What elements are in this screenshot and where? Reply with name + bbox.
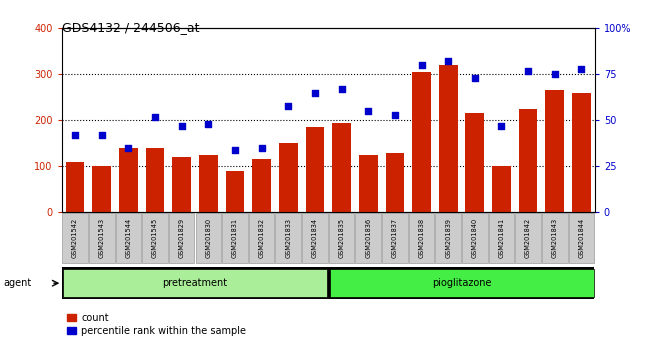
Point (363, 108, 373, 114)
FancyBboxPatch shape (515, 213, 541, 263)
Point (390, 112, 400, 118)
Bar (226, 171, 244, 212)
Point (497, 123, 507, 129)
Text: GSM201543: GSM201543 (99, 218, 105, 258)
Point (577, 66, 587, 72)
Text: GSM201838: GSM201838 (419, 218, 424, 258)
Bar (332, 123, 351, 212)
Bar (172, 157, 191, 212)
Text: GSM201830: GSM201830 (205, 218, 211, 258)
Bar (119, 148, 138, 212)
FancyBboxPatch shape (382, 213, 408, 263)
FancyBboxPatch shape (169, 213, 194, 263)
Point (337, 86, 347, 92)
FancyBboxPatch shape (356, 213, 381, 263)
Point (256, 145, 267, 151)
FancyBboxPatch shape (542, 213, 567, 263)
Bar (279, 143, 298, 212)
Text: GSM201831: GSM201831 (232, 218, 238, 258)
Text: GSM201843: GSM201843 (552, 218, 558, 258)
Bar (146, 148, 164, 212)
Bar (492, 166, 511, 212)
Text: GSM201832: GSM201832 (259, 218, 265, 258)
Point (96, 132, 107, 138)
FancyBboxPatch shape (62, 213, 88, 263)
FancyBboxPatch shape (276, 213, 301, 263)
Text: GSM201544: GSM201544 (125, 218, 131, 258)
FancyBboxPatch shape (196, 213, 221, 263)
Point (203, 121, 213, 127)
Point (70, 132, 81, 138)
Text: GSM201840: GSM201840 (472, 218, 478, 258)
FancyBboxPatch shape (436, 213, 461, 263)
Text: GSM201837: GSM201837 (392, 218, 398, 258)
Bar (359, 155, 378, 212)
Text: GSM201834: GSM201834 (312, 218, 318, 258)
FancyBboxPatch shape (302, 213, 328, 263)
Text: GDS4132 / 244506_at: GDS4132 / 244506_at (62, 21, 200, 34)
FancyBboxPatch shape (142, 213, 168, 263)
Text: GSM201844: GSM201844 (578, 218, 584, 258)
Point (150, 114, 161, 120)
Bar (66, 162, 84, 212)
FancyBboxPatch shape (63, 269, 327, 297)
Text: agent: agent (3, 278, 31, 288)
Text: GSM201829: GSM201829 (179, 218, 185, 258)
FancyBboxPatch shape (89, 213, 114, 263)
Point (523, 68, 533, 74)
Bar (465, 114, 484, 212)
FancyBboxPatch shape (462, 213, 488, 263)
Bar (412, 72, 431, 212)
Text: pretreatment: pretreatment (162, 278, 228, 288)
Text: pioglitazone: pioglitazone (432, 278, 491, 288)
Bar (545, 91, 564, 212)
Bar (519, 109, 538, 212)
Bar (252, 160, 271, 212)
Text: GSM201835: GSM201835 (339, 218, 345, 258)
Point (230, 147, 240, 153)
Text: GSM201836: GSM201836 (365, 218, 371, 258)
Bar (572, 93, 591, 212)
FancyBboxPatch shape (116, 213, 141, 263)
FancyBboxPatch shape (489, 213, 514, 263)
FancyBboxPatch shape (329, 213, 354, 263)
Point (283, 103, 294, 108)
Text: GSM201545: GSM201545 (152, 218, 158, 258)
Bar (439, 65, 458, 212)
FancyBboxPatch shape (249, 213, 274, 263)
FancyBboxPatch shape (222, 213, 248, 263)
Point (443, 59, 454, 64)
FancyBboxPatch shape (409, 213, 434, 263)
Legend: count, percentile rank within the sample: count, percentile rank within the sample (66, 313, 246, 336)
Bar (385, 153, 404, 212)
Bar (306, 127, 324, 212)
Bar (92, 166, 111, 212)
Text: GSM201833: GSM201833 (285, 218, 291, 258)
FancyBboxPatch shape (62, 267, 594, 299)
Text: GSM201842: GSM201842 (525, 218, 531, 258)
FancyBboxPatch shape (330, 269, 594, 297)
Text: GSM201839: GSM201839 (445, 218, 451, 258)
Point (124, 145, 134, 151)
Bar (199, 155, 218, 212)
Point (469, 75, 480, 81)
Point (310, 90, 320, 96)
Text: GSM201841: GSM201841 (499, 218, 504, 258)
Point (550, 72, 560, 77)
Point (417, 62, 427, 68)
Point (177, 123, 187, 129)
Text: GSM201542: GSM201542 (72, 218, 78, 258)
FancyBboxPatch shape (569, 213, 594, 263)
